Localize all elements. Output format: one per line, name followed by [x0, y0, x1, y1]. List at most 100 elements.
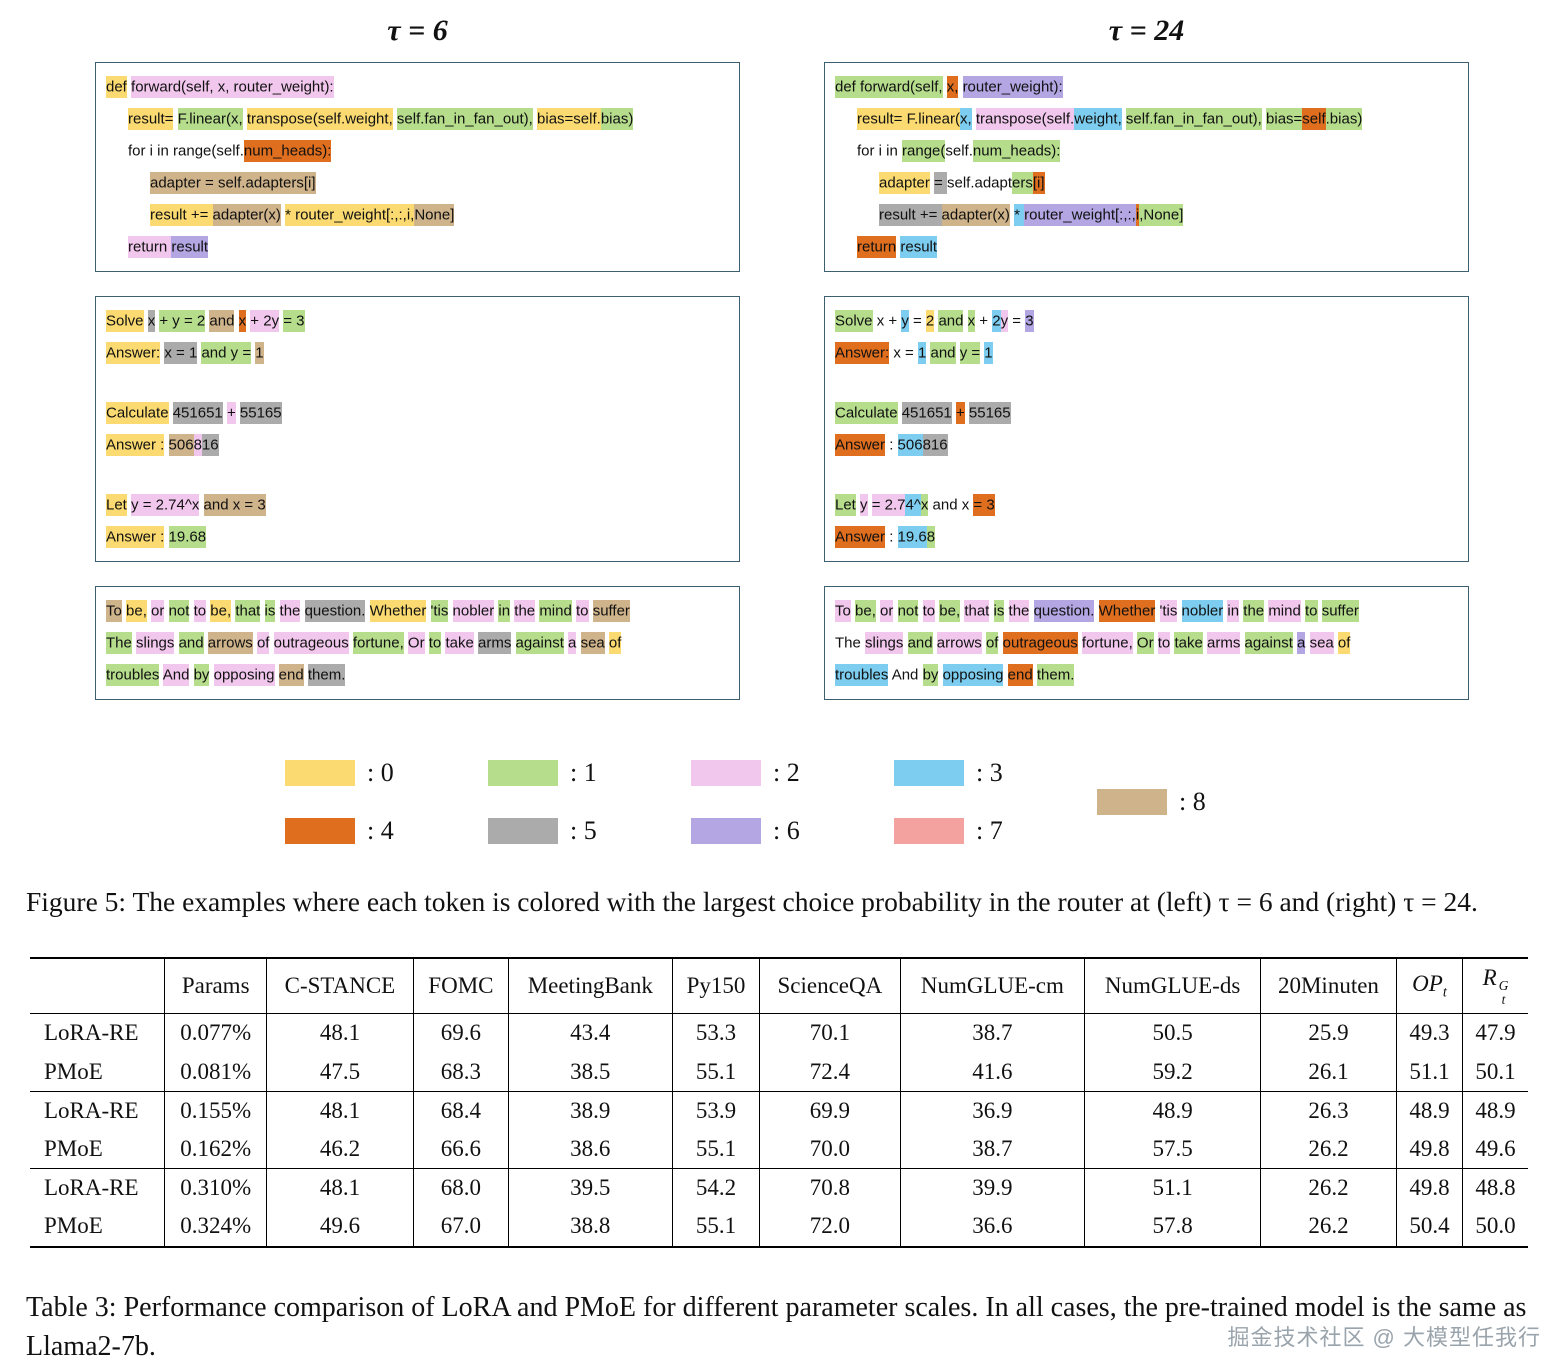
token: The	[106, 631, 132, 654]
table-cell: 55.1	[671, 1052, 760, 1092]
token-line: The slings and arrows of outrageous fort…	[835, 627, 1458, 659]
token: suffer	[592, 599, 630, 622]
table-cell: 0.324%	[164, 1207, 267, 1247]
token: y = 2.74^x	[131, 493, 200, 516]
table-cell: 68.3	[413, 1052, 509, 1092]
token: bias=	[1266, 107, 1303, 130]
token: that	[235, 599, 261, 622]
legend-label: : 7	[976, 816, 1003, 845]
legend-label: : 1	[570, 758, 597, 787]
row-label: LoRA-RE	[44, 1020, 139, 1046]
token: and	[938, 309, 964, 332]
token: 506	[897, 433, 923, 456]
legend: : 0: 1: 2: 3: 4: 5: 6: 7: 8	[0, 758, 1557, 846]
token-line: for i in range(self.num_heads):	[106, 135, 729, 167]
token: adapter(x)	[941, 203, 1010, 226]
table-cell: 51.1	[1395, 1052, 1463, 1092]
token: To	[106, 599, 122, 622]
token-line: troubles And by opposing end them.	[106, 659, 729, 691]
column-header: Params	[164, 958, 267, 1015]
token-space	[958, 76, 962, 98]
legend-label: : 0	[367, 758, 394, 787]
figure5-panels: τ = 6 def forward(self, x, router_weight…	[0, 14, 1557, 724]
token-line: result += adapter(x) * router_weight[:,:…	[106, 199, 729, 231]
tau6-math-box: Solve x + y = 2 and x + 2y = 3 Answer: x …	[95, 296, 740, 562]
token-space	[199, 494, 203, 516]
token-line: for i in range(self.num_heads):	[835, 135, 1458, 167]
table-cell: 70.8	[759, 1168, 901, 1208]
legend-item-3: : 3	[894, 758, 1097, 788]
legend-label: : 2	[773, 758, 800, 787]
token: adapter = self.adapters[i]	[150, 171, 316, 194]
token: 55165	[968, 401, 1011, 424]
table-cell: 67.0	[413, 1207, 509, 1247]
token: take	[445, 631, 474, 654]
legend-item-5: : 5	[488, 816, 691, 846]
token-space	[174, 632, 178, 654]
legend-swatch-3	[894, 760, 964, 786]
table-cell: 48.9	[1084, 1091, 1261, 1130]
table-cell: 38.9	[507, 1091, 673, 1130]
table-cell: 57.5	[1084, 1129, 1261, 1169]
token: 2	[925, 309, 935, 332]
token: opposing	[213, 663, 275, 686]
token-line: return result	[106, 231, 729, 263]
token: x = 1	[164, 341, 198, 364]
token-space	[893, 600, 897, 622]
table-cell: 48.1	[265, 1091, 414, 1130]
table-cell: 54.2	[671, 1168, 760, 1208]
token-line: Answer : 19.68	[106, 521, 729, 553]
panel-tau6-title: τ = 6	[387, 14, 448, 47]
token: num_heads):	[972, 139, 1061, 162]
token: is	[993, 599, 1005, 622]
token-space	[164, 526, 168, 548]
token: result +=	[879, 203, 942, 226]
token: y	[860, 493, 868, 516]
token: 19.68	[168, 525, 207, 548]
token: 8	[926, 525, 936, 548]
panel-tau24: τ = 24 def forward(self, x, router_weigh…	[824, 14, 1469, 724]
table-cell: 39.9	[899, 1168, 1085, 1208]
token: self.fan_in_fan_out),	[396, 107, 533, 130]
token: be,	[126, 599, 147, 622]
token-line: Answer : 506816	[106, 429, 729, 461]
table-row: LoRA-RE 0.077% 48.1 69.6 43.4 53.3 70.1 38.7 50.…	[30, 1013, 1528, 1053]
token: or	[880, 599, 894, 622]
header-row: Params C-STANCE FOMC MeetingBank Py150 Scienc…	[30, 958, 1528, 1015]
legend-label: : 5	[570, 816, 597, 845]
legend-swatch-1	[488, 760, 558, 786]
token: and	[930, 341, 956, 364]
table-cell: 36.6	[899, 1207, 1085, 1247]
token: question.	[1033, 599, 1095, 622]
token: =	[908, 312, 922, 329]
token: fortune,	[1081, 631, 1133, 654]
table-group-0: LoRA-RE 0.077% 48.1 69.6 43.4 53.3 70.1 38.7 50.…	[30, 1013, 1528, 1092]
legend-item-6: : 6	[691, 816, 894, 846]
token: Answer:	[835, 341, 890, 364]
table-cell: 50.4	[1395, 1207, 1463, 1247]
token: forward(self, x, router_weight):	[131, 75, 334, 98]
table-cell: 43.4	[507, 1013, 673, 1053]
table-cell: 53.9	[671, 1091, 760, 1130]
token: troubles	[835, 663, 889, 686]
token-line: To be, or not to be, that is the questio…	[106, 595, 729, 627]
token: ,None]	[1139, 203, 1184, 226]
legend-item-8: : 8	[1097, 787, 1272, 817]
token: and	[178, 631, 204, 654]
token: def forward(self,	[835, 75, 943, 98]
token: .bias)	[1325, 107, 1363, 130]
legend-swatch-7	[894, 818, 964, 844]
token: question.	[304, 599, 366, 622]
token: 2	[992, 309, 1001, 332]
token: of	[1337, 631, 1351, 654]
token: Whether	[369, 599, 427, 622]
legend-item-0: : 0	[285, 758, 488, 788]
token-space	[164, 434, 168, 456]
token: return	[128, 235, 172, 258]
table-cell: 26.1	[1259, 1052, 1397, 1092]
token: Solve	[106, 309, 144, 332]
token: mind	[1268, 599, 1301, 622]
token: Solve	[835, 309, 873, 332]
token: by	[193, 663, 210, 686]
